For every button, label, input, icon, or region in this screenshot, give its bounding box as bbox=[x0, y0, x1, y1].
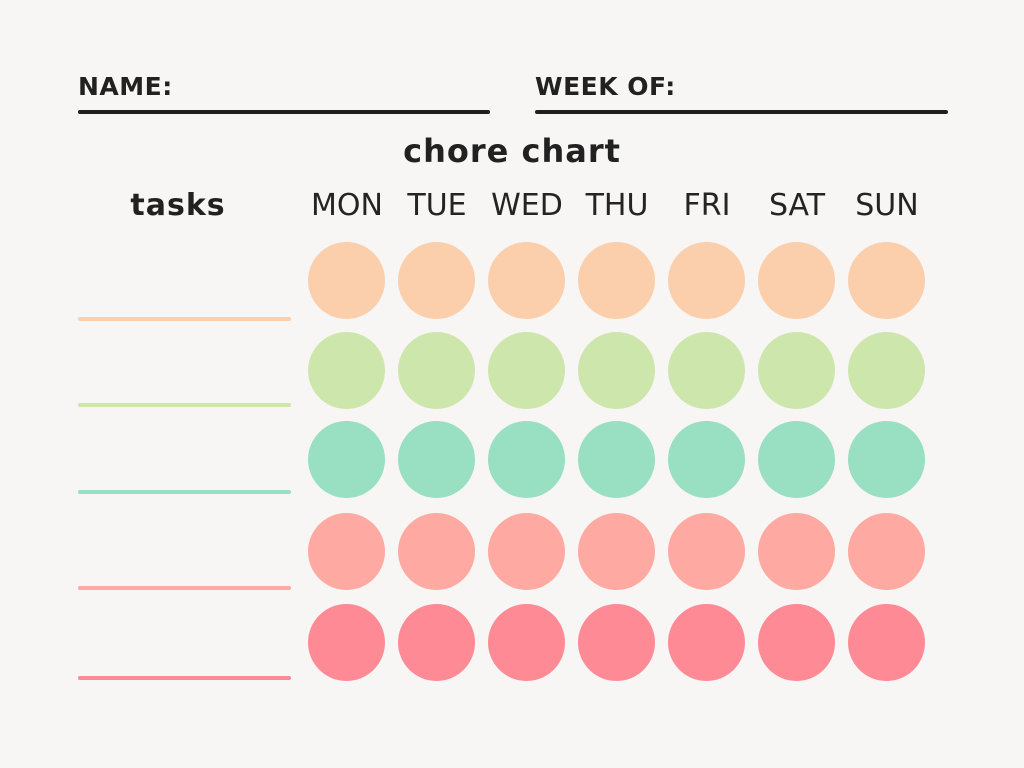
chore-circle-row3-wed[interactable] bbox=[488, 421, 565, 498]
chore-circle-row2-fri[interactable] bbox=[668, 332, 745, 409]
name-input-line[interactable] bbox=[78, 110, 490, 114]
chore-circle-row5-fri[interactable] bbox=[668, 604, 745, 681]
chore-circle-row3-thu[interactable] bbox=[578, 421, 655, 498]
task-write-in-line-2[interactable] bbox=[78, 403, 291, 407]
chore-circle-row3-fri[interactable] bbox=[668, 421, 745, 498]
chore-row-5 bbox=[308, 604, 925, 681]
chore-circle-row4-sun[interactable] bbox=[848, 513, 925, 590]
chore-circle-row1-fri[interactable] bbox=[668, 242, 745, 319]
day-header-tue: TUE bbox=[407, 188, 467, 223]
day-header-thu: THU bbox=[585, 188, 649, 223]
chore-circle-row2-sun[interactable] bbox=[848, 332, 925, 409]
chore-circle-row5-tue[interactable] bbox=[398, 604, 475, 681]
day-header-mon: MON bbox=[311, 188, 383, 223]
tasks-column-header: tasks bbox=[130, 188, 226, 223]
chore-circle-row5-sat[interactable] bbox=[758, 604, 835, 681]
chore-circle-row1-wed[interactable] bbox=[488, 242, 565, 319]
chore-circle-row1-mon[interactable] bbox=[308, 242, 385, 319]
chore-circle-row3-sun[interactable] bbox=[848, 421, 925, 498]
chore-circle-row4-fri[interactable] bbox=[668, 513, 745, 590]
chore-circle-row1-tue[interactable] bbox=[398, 242, 475, 319]
chore-circle-row1-sat[interactable] bbox=[758, 242, 835, 319]
day-header-sat: SAT bbox=[768, 188, 826, 223]
chore-circle-row2-tue[interactable] bbox=[398, 332, 475, 409]
chore-circle-row4-wed[interactable] bbox=[488, 513, 565, 590]
task-write-in-line-3[interactable] bbox=[78, 490, 291, 494]
chore-circle-row2-wed[interactable] bbox=[488, 332, 565, 409]
week-of-input-line[interactable] bbox=[535, 110, 948, 114]
day-headers-row: MON TUE WED THU FRI SAT SUN bbox=[302, 188, 932, 223]
day-header-wed: WED bbox=[491, 188, 563, 223]
day-header-fri: FRI bbox=[683, 188, 731, 223]
chore-row-2 bbox=[308, 332, 925, 409]
chore-row-4 bbox=[308, 513, 925, 590]
day-header-sun: SUN bbox=[855, 188, 919, 223]
chore-circle-row3-sat[interactable] bbox=[758, 421, 835, 498]
chore-circle-row1-thu[interactable] bbox=[578, 242, 655, 319]
chore-circle-row4-thu[interactable] bbox=[578, 513, 655, 590]
task-write-in-line-4[interactable] bbox=[78, 586, 291, 590]
chore-row-3 bbox=[308, 421, 925, 498]
chore-circle-row3-tue[interactable] bbox=[398, 421, 475, 498]
chore-circle-row2-mon[interactable] bbox=[308, 332, 385, 409]
chore-circle-row5-wed[interactable] bbox=[488, 604, 565, 681]
chore-circle-row5-mon[interactable] bbox=[308, 604, 385, 681]
chore-circle-row4-tue[interactable] bbox=[398, 513, 475, 590]
chore-circle-row1-sun[interactable] bbox=[848, 242, 925, 319]
week-of-label: WEEK OF: bbox=[535, 72, 676, 101]
name-label: NAME: bbox=[78, 72, 173, 101]
chore-row-1 bbox=[308, 242, 925, 319]
chore-circle-row4-mon[interactable] bbox=[308, 513, 385, 590]
task-write-in-line-1[interactable] bbox=[78, 317, 291, 321]
chore-circle-row5-sun[interactable] bbox=[848, 604, 925, 681]
chore-circle-row2-thu[interactable] bbox=[578, 332, 655, 409]
page-title: chore chart bbox=[403, 132, 621, 170]
chore-circle-row4-sat[interactable] bbox=[758, 513, 835, 590]
chore-circle-row2-sat[interactable] bbox=[758, 332, 835, 409]
task-write-in-line-5[interactable] bbox=[78, 676, 291, 680]
chore-circle-row3-mon[interactable] bbox=[308, 421, 385, 498]
chore-circle-row5-thu[interactable] bbox=[578, 604, 655, 681]
